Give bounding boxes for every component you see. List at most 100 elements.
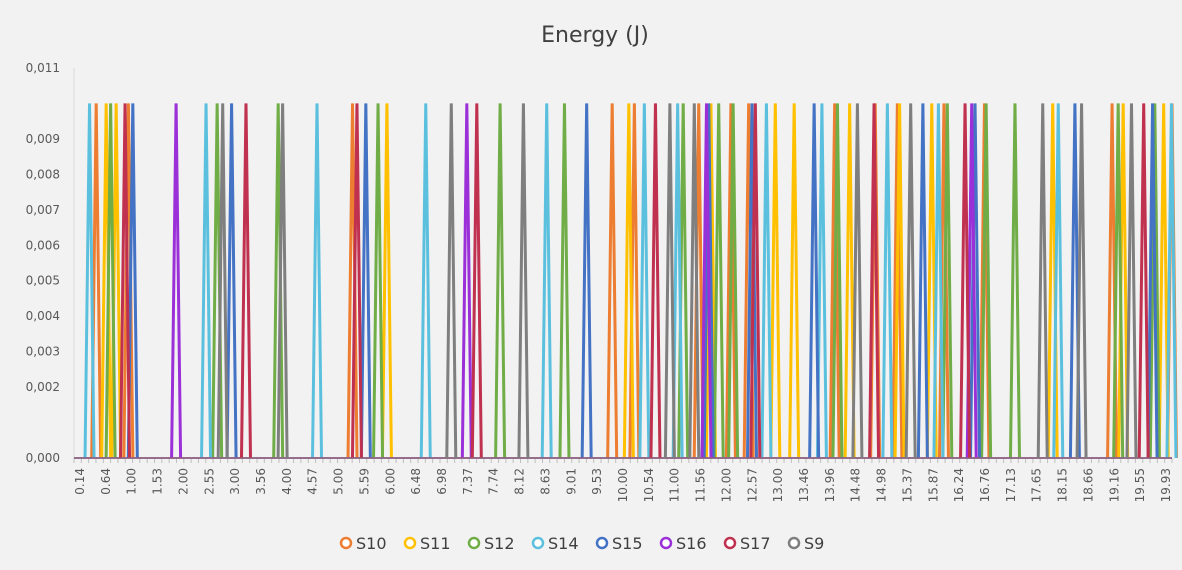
- legend-marker: [787, 536, 801, 550]
- series-peak: [1036, 103, 1049, 459]
- legend-item-s9[interactable]: S9: [787, 534, 824, 553]
- chart-title: Energy (J): [541, 23, 649, 48]
- legend-item-s11[interactable]: S11: [403, 534, 451, 553]
- series-peak: [932, 103, 945, 459]
- series-peak: [959, 103, 972, 459]
- series-peak: [941, 103, 954, 459]
- legend-item-s14[interactable]: S14: [531, 534, 579, 553]
- legend-item-s16[interactable]: S16: [659, 534, 707, 553]
- series-peak: [851, 103, 864, 459]
- series-s12: [74, 103, 1172, 459]
- y-tick-label: 0,002: [26, 380, 60, 394]
- y-tick-label: 0,007: [26, 203, 60, 217]
- series-s16: [74, 103, 1172, 459]
- series-peak: [904, 103, 917, 459]
- legend-marker: [339, 536, 353, 550]
- x-tick-label: 1.00: [125, 468, 139, 495]
- x-tick-label: 11.00: [668, 468, 682, 502]
- series-peak: [704, 103, 717, 459]
- legend: S10 S11 S12 S14 S15 S16 S17 S9: [339, 534, 824, 553]
- legend-label: S14: [548, 534, 579, 553]
- series-peak: [359, 103, 372, 459]
- legend-label: S11: [420, 534, 451, 553]
- x-tick-label: 6.00: [383, 468, 397, 495]
- series-peak: [978, 103, 991, 459]
- series-peak: [788, 103, 801, 459]
- series-peak: [346, 103, 359, 459]
- x-tick-label: 5.00: [332, 468, 346, 495]
- legend-label: S16: [676, 534, 707, 553]
- x-tick-label: 10.54: [642, 468, 656, 502]
- x-tick-label: 1.53: [151, 468, 165, 495]
- series-peak: [380, 103, 393, 459]
- series-s15: [74, 103, 1172, 459]
- x-tick-label: 19.55: [1133, 468, 1147, 502]
- x-tick-label: 18.15: [1056, 468, 1070, 502]
- x-tick-label: 15.87: [926, 468, 940, 502]
- series-s11: [74, 103, 1172, 459]
- series-peak: [119, 103, 132, 459]
- x-tick-label: 14.98: [875, 468, 889, 502]
- series-peak: [1148, 103, 1161, 459]
- series-peak: [1112, 103, 1125, 459]
- y-tick-label: 0,000: [26, 451, 60, 465]
- series-peak: [769, 103, 782, 459]
- series-peak: [470, 103, 483, 459]
- x-tick-label: 13.00: [771, 468, 785, 502]
- series-peak: [1052, 103, 1065, 459]
- series-peak: [350, 103, 363, 459]
- series-peak: [688, 103, 701, 459]
- series-peak: [606, 103, 619, 459]
- series-peak: [100, 103, 113, 459]
- x-tick-label: 7.74: [487, 468, 501, 495]
- legend-item-s10[interactable]: S10: [339, 534, 387, 553]
- series-peak: [760, 103, 773, 459]
- x-tick-label: 8.63: [538, 468, 552, 495]
- series-peak: [815, 103, 828, 459]
- series-peak: [170, 103, 183, 459]
- legend-label: S9: [804, 534, 824, 553]
- x-tick-label: 3.00: [228, 468, 242, 495]
- series-peak: [808, 103, 821, 459]
- series-s17: [74, 103, 1172, 459]
- series-peak: [311, 103, 324, 459]
- legend-item-s12[interactable]: S12: [467, 534, 515, 553]
- legend-marker: [659, 536, 673, 550]
- series-peak: [83, 103, 96, 459]
- x-tick-label: 0.14: [73, 468, 87, 495]
- series-peak: [745, 103, 758, 459]
- x-tick-label: 16.24: [952, 468, 966, 502]
- series-peak: [540, 103, 553, 459]
- x-tick-label: 19.16: [1107, 468, 1121, 502]
- x-tick-label: 5.59: [357, 468, 371, 495]
- x-tick-label: 18.66: [1081, 468, 1095, 502]
- series-peak: [692, 103, 705, 459]
- legend-item-s15[interactable]: S15: [595, 534, 643, 553]
- series-peak: [372, 103, 385, 459]
- series-peak: [638, 103, 651, 459]
- y-tick-label: 0,005: [26, 274, 60, 288]
- y-tick-label: 0,004: [26, 309, 60, 323]
- series-peak: [980, 103, 993, 459]
- legend-item-s17[interactable]: S17: [723, 534, 771, 553]
- x-tick-label: 14.48: [849, 468, 863, 502]
- y-tick-label: 0,008: [26, 167, 60, 181]
- series-group: [74, 103, 1178, 459]
- series-peak: [419, 103, 432, 459]
- series-peak: [272, 103, 285, 459]
- series-peak: [445, 103, 458, 459]
- x-tick-label: 4.00: [280, 468, 294, 495]
- series-peak: [276, 103, 289, 459]
- legend-marker: [403, 536, 417, 550]
- series-peak: [580, 103, 593, 459]
- x-tick-label: 17.65: [1030, 468, 1044, 502]
- series-peak: [843, 103, 856, 459]
- series-peak: [1075, 103, 1088, 459]
- x-tick-label: 17.13: [1004, 468, 1018, 502]
- series-peak: [724, 103, 737, 459]
- x-tick-label: 4.57: [306, 468, 320, 495]
- x-tick-label: 12.57: [745, 468, 759, 502]
- y-tick-label: 0,003: [26, 345, 60, 359]
